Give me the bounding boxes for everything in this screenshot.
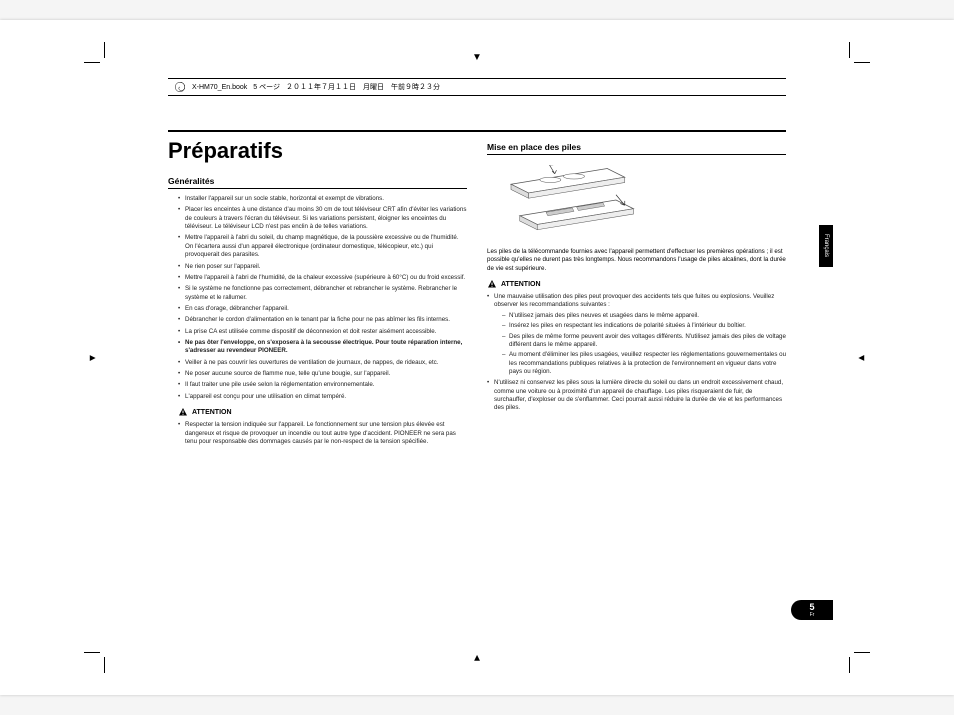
intro-para: Les piles de la télécommande fournies av… [487, 248, 786, 273]
arrow-right: ▼ [856, 353, 867, 363]
list-item: Veiller à ne pas couvrir les ouvertures … [178, 359, 467, 367]
list-item: Insérez les piles en respectant les indi… [502, 322, 786, 330]
header-bar: X-HM70_En.book 5 ページ ２０１１年７月１１日 月曜日 午前９時… [168, 78, 786, 96]
page-number: 5 [809, 603, 814, 612]
spiral-icon [174, 81, 186, 93]
list-item: Ne poser aucune source de flamme nue, te… [178, 370, 467, 378]
content-columns: Généralités Installer l'appareil sur un … [168, 136, 786, 635]
page-lang: Fr [810, 613, 815, 618]
list-item: Mettre l'appareil à l'abri de l'humidité… [178, 274, 467, 282]
warning-icon [178, 407, 188, 417]
header-filename: X-HM70_En.book [192, 84, 247, 91]
left-column: Généralités Installer l'appareil sur un … [168, 136, 467, 635]
list-item: Si le système ne fonctionne pas correcte… [178, 285, 467, 302]
page-number-box: 5 Fr [791, 600, 833, 620]
list-item: La prise CA est utilisée comme dispositi… [178, 328, 467, 336]
arrow-bottom: ▼ [472, 652, 482, 663]
list-item: L'appareil est conçu pour une utilisatio… [178, 393, 467, 401]
warning-icon [487, 279, 497, 289]
attention-bullets-left: Respecter la tension indiquée sur l'appa… [168, 421, 467, 446]
arrow-top: ▼ [472, 52, 482, 63]
bullet-list-right: Une mauvaise utilisation des piles peut … [487, 293, 786, 413]
list-item: N'utilisez jamais des piles neuves et us… [502, 312, 786, 320]
language-tab: Français [819, 225, 833, 267]
list-item: Il faut traiter une pile usée selon la r… [178, 381, 467, 389]
header-page-jp: 5 ページ [253, 82, 280, 92]
attention-label: ATTENTION [501, 281, 541, 288]
crop-mark-tl [96, 54, 120, 78]
list-item: Placer les enceintes à une distance d'au… [178, 206, 467, 231]
page: ▼ ▼ ▼ ▼ X-HM70_En.book 5 ページ ２０１１年７月１１日 … [0, 20, 954, 695]
list-item: N'utilisez ni conservez les piles sous l… [487, 379, 786, 412]
list-item: Respecter la tension indiquée sur l'appa… [178, 421, 467, 446]
battery-figure [499, 165, 649, 235]
list-item: Installer l'appareil sur un socle stable… [178, 195, 467, 203]
list-item: En cas d'orage, débrancher l'appareil. [178, 305, 467, 313]
arrow-left: ▼ [87, 353, 98, 363]
crop-mark-bl [96, 637, 120, 661]
attention-right: ATTENTION [487, 279, 786, 289]
list-item-bold: Ne pas ôter l'enveloppe, on s'exposera à… [178, 339, 467, 356]
list-item: Au moment d'éliminer les piles usagées, … [502, 351, 786, 376]
list-item-text: Une mauvaise utilisation des piles peut … [494, 293, 774, 308]
bullet-list-left: Installer l'appareil sur un socle stable… [168, 195, 467, 401]
section-generalites: Généralités [168, 176, 467, 189]
crop-mark-br [834, 637, 858, 661]
header-date-jp: ２０１１年７月１１日 月曜日 午前９時２３分 [286, 82, 440, 92]
right-column: Mise en place des piles [487, 136, 786, 635]
crop-mark-tr [834, 54, 858, 78]
list-item: Débrancher le cordon d'alimentation en l… [178, 316, 467, 324]
sub-bullet-list: N'utilisez jamais des piles neuves et us… [494, 312, 786, 377]
section-piles: Mise en place des piles [487, 142, 786, 155]
attention-left: ATTENTION [178, 407, 467, 417]
list-item: Une mauvaise utilisation des piles peut … [487, 293, 786, 376]
list-item: Mettre l'appareil à l'abri du soleil, du… [178, 234, 467, 259]
list-item: Ne rien poser sur l'appareil. [178, 263, 467, 271]
list-item: Des piles de même forme peuvent avoir de… [502, 333, 786, 350]
attention-label: ATTENTION [192, 409, 232, 416]
